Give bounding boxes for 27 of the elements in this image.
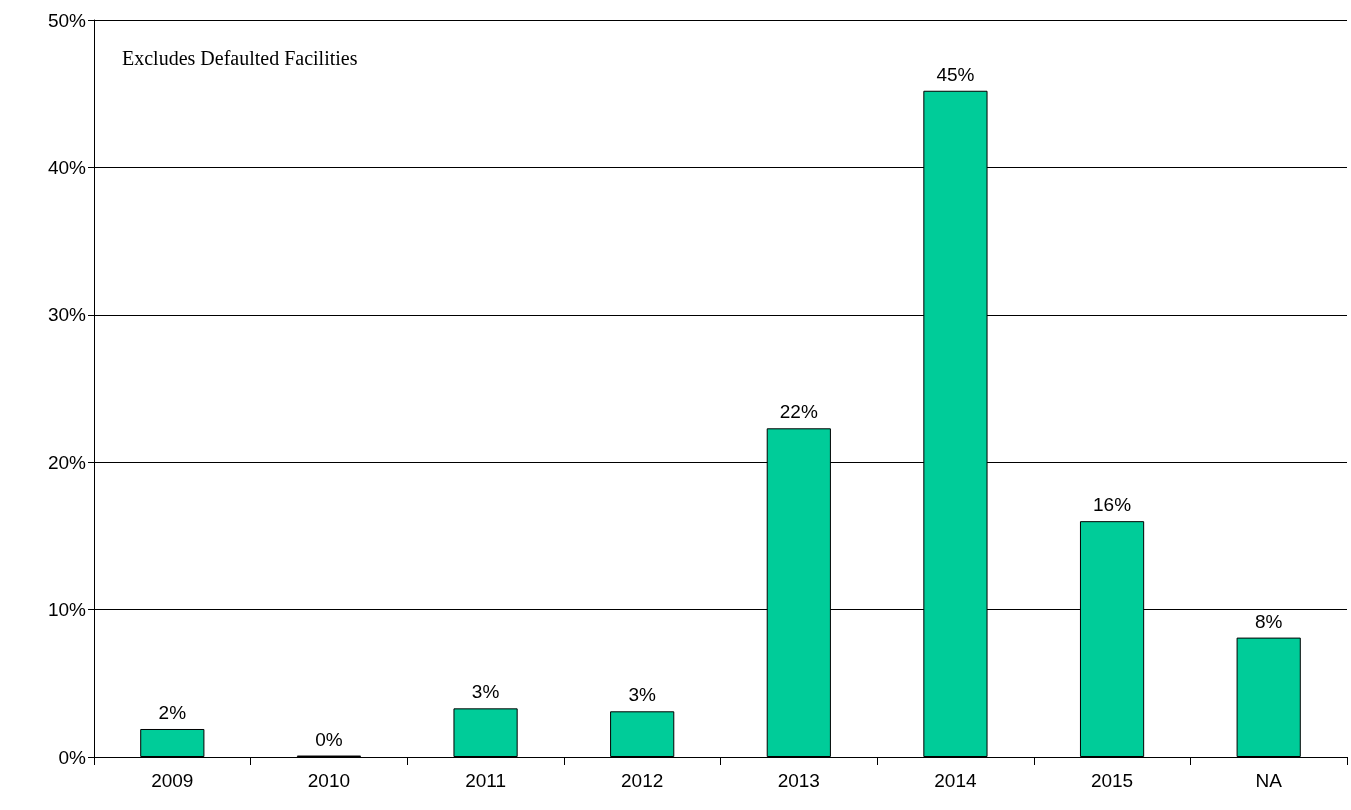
bar <box>140 728 205 757</box>
y-tick-label: 10% <box>47 599 87 621</box>
bar <box>610 711 675 757</box>
x-tick-label: 2011 <box>465 770 506 791</box>
x-tick-label: 2013 <box>777 770 820 791</box>
x-tick-label: 2012 <box>621 770 664 791</box>
data-label: 22% <box>779 401 818 423</box>
data-label: 45% <box>936 63 975 85</box>
x-tick-label: 2014 <box>934 770 977 791</box>
y-tick-label: 50% <box>47 9 87 31</box>
y-tick-label: 40% <box>47 156 87 178</box>
bar <box>453 708 518 757</box>
data-label: 16% <box>1093 494 1132 516</box>
x-tick-label: 2009 <box>151 770 194 791</box>
y-tick-label: 30% <box>47 304 87 326</box>
data-label: 2% <box>158 701 187 723</box>
y-tick-label: 20% <box>47 451 87 473</box>
data-label: 0% <box>315 728 343 750</box>
y-tick-label: 0% <box>58 746 87 768</box>
x-tick-label: 2015 <box>1090 770 1134 791</box>
data-label: 3% <box>628 684 657 706</box>
data-label: 8% <box>1254 610 1283 632</box>
annotation: Excludes Defaulted Facilities <box>122 47 358 69</box>
x-tick-label: NA <box>1255 770 1283 791</box>
bar <box>1236 637 1301 757</box>
data-label: 3% <box>471 681 500 703</box>
x-tick-label: 2010 <box>307 770 351 791</box>
